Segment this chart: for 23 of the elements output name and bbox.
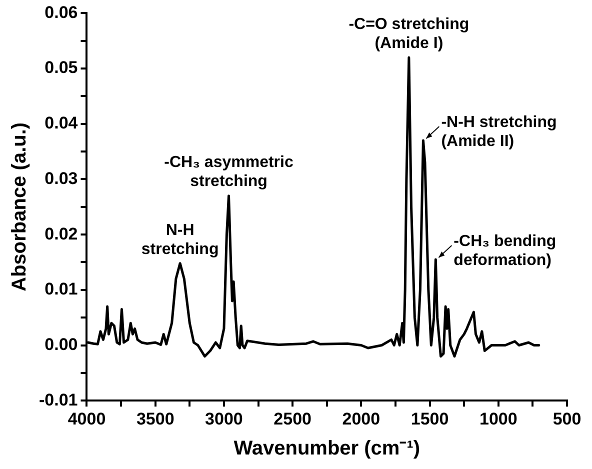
x-tick-label: 3500	[136, 409, 174, 428]
x-tick-label: 3000	[205, 409, 243, 428]
x-tick-label: 2000	[342, 409, 380, 428]
y-axis-title: Absorbance (a.u.)	[8, 122, 31, 292]
annotation: -CH₃ bending deformation)	[454, 232, 556, 269]
y-tick-label: 0.04	[44, 114, 78, 133]
y-tick-label: 0.00	[44, 334, 78, 354]
x-tick-label: 1000	[479, 409, 518, 428]
annotation: N-H stretching	[141, 222, 219, 258]
annotation: -N-H stretching (Amide II)	[441, 114, 557, 150]
x-tick-label: 500	[552, 409, 582, 428]
y-tick-label: 0.02	[44, 224, 78, 244]
y-tick-label: -0.01	[39, 390, 78, 410]
x-tick-label: 1500	[410, 409, 449, 428]
x-tick-label: 2500	[274, 409, 312, 428]
y-tick-label: 0.06	[44, 2, 78, 22]
y-tick-label: 0.01	[44, 280, 78, 299]
x-tick-label: 4000	[68, 409, 106, 428]
y-tick-label: 0.03	[44, 168, 78, 188]
y-tick-label: 0.05	[44, 58, 78, 78]
annotation: -C=O stretching (Amide I)	[348, 16, 470, 52]
x-axis-title: Wavenumber (cm⁻¹)	[234, 438, 420, 460]
annotation: -CH₃ asymmetric stretching	[164, 154, 294, 190]
